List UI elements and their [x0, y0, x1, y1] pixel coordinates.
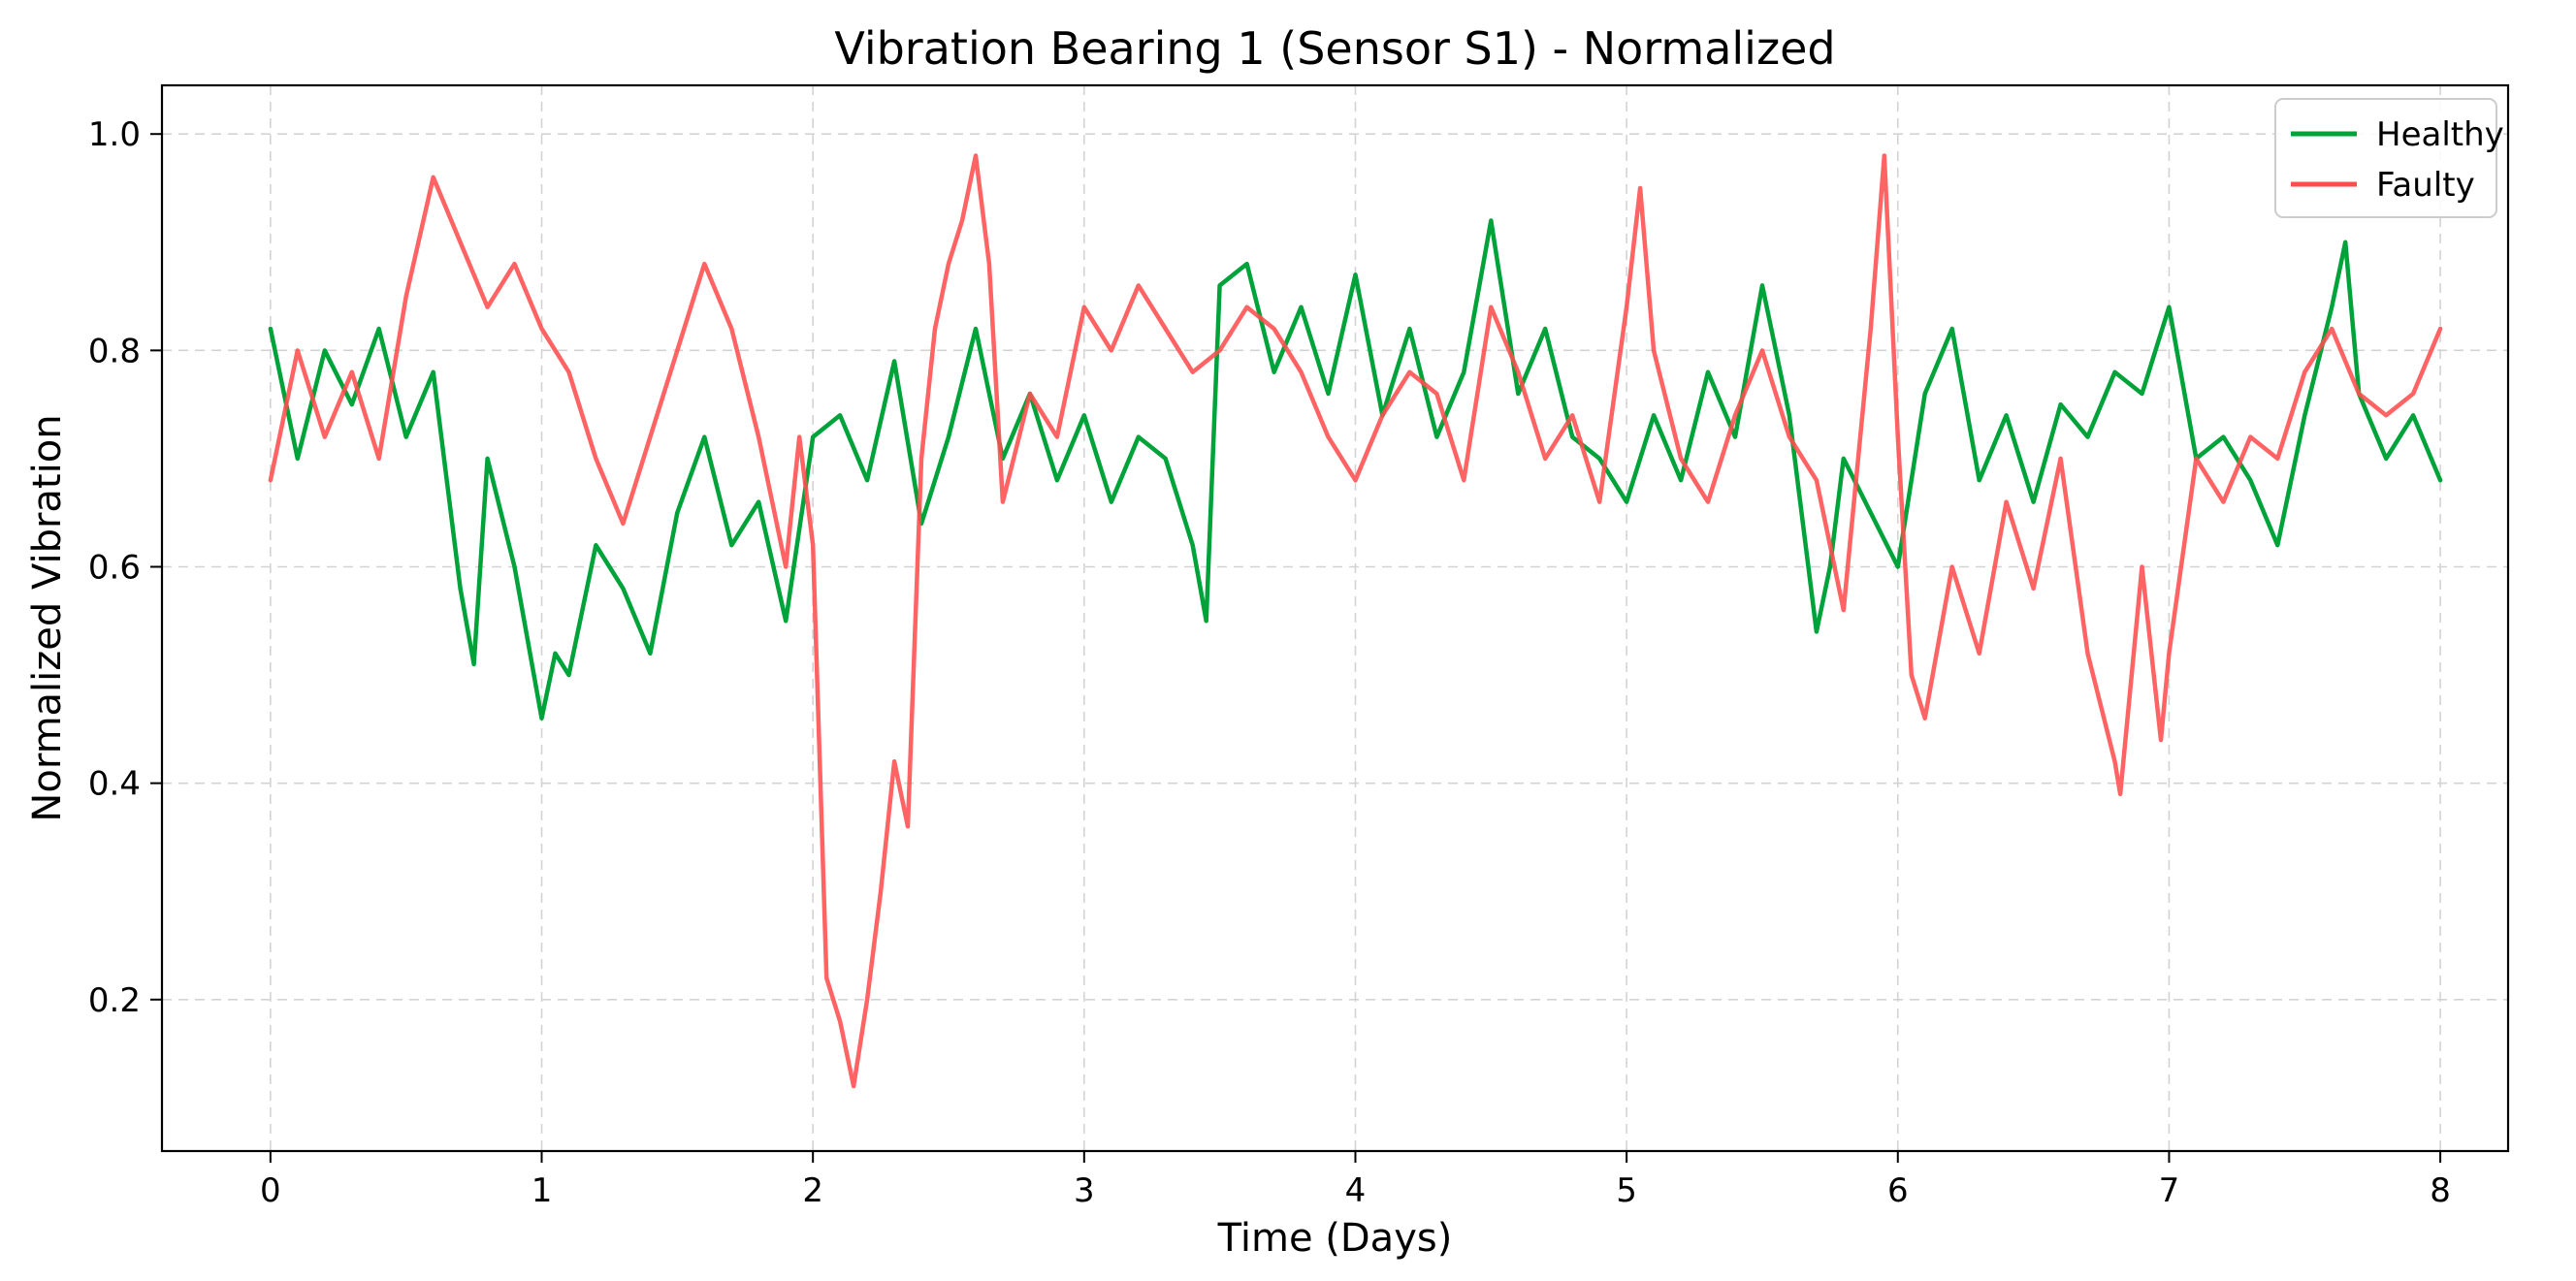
x-tick-label: 2 [802, 1171, 823, 1210]
legend-label-healthy: Healthy [2376, 115, 2504, 154]
legend: Healthy Faulty [2274, 98, 2504, 218]
y-tick-label: 0.4 [88, 765, 141, 804]
x-tick-label: 8 [2430, 1171, 2451, 1210]
x-tick-label: 4 [1345, 1171, 1367, 1210]
y-tick-label: 0.8 [88, 332, 141, 370]
x-tick-label: 7 [2159, 1171, 2180, 1210]
legend-box [2274, 98, 2497, 218]
x-tick-label: 1 [531, 1171, 553, 1210]
x-axis-label: Time (Days) [1217, 1216, 1453, 1261]
x-tick-label: 6 [1887, 1171, 1909, 1210]
series-layer [268, 153, 2443, 1089]
x-tick-label: 0 [260, 1171, 281, 1210]
series-line-faulty [268, 153, 2443, 1089]
x-tick-label: 3 [1074, 1171, 1095, 1210]
x-tick-label: 5 [1616, 1171, 1637, 1210]
grid-layer [162, 85, 2508, 1151]
legend-label-faulty: Faulty [2376, 166, 2475, 205]
series-line-healthy [268, 218, 2443, 721]
tick-layer: 0 1 2 3 4 5 6 7 8 0.2 0.4 0.6 0.8 1.0 [88, 115, 2451, 1210]
plot-frame [160, 83, 2510, 1153]
chart-title: Vibration Bearing 1 (Sensor S1) - Normal… [834, 22, 1835, 75]
y-tick-label: 0.2 [88, 981, 141, 1020]
y-tick-label: 0.6 [88, 549, 141, 588]
y-axis-label: Normalized Vibration [25, 414, 70, 821]
y-tick-label: 1.0 [88, 115, 141, 154]
